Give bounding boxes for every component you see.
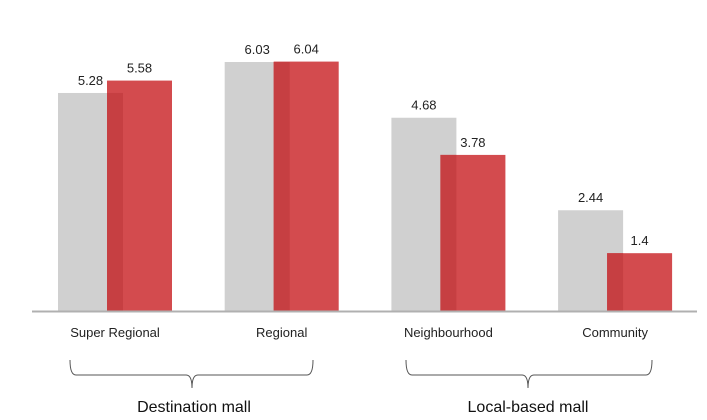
group-brace-local bbox=[405, 359, 653, 389]
data-label: 5.58 bbox=[127, 61, 152, 76]
category-label: Super Regional bbox=[70, 325, 160, 340]
data-label: 6.03 bbox=[245, 42, 270, 57]
data-label: 3.78 bbox=[460, 135, 485, 150]
category-label: Neighbourhood bbox=[404, 325, 493, 340]
group-label: Local-based mall bbox=[468, 399, 589, 416]
group-label: Destination mall bbox=[137, 399, 251, 416]
data-label: 6.04 bbox=[294, 42, 319, 57]
category-label: Regional bbox=[256, 325, 307, 340]
bar-overlap bbox=[273, 62, 290, 311]
group-brace-destination bbox=[69, 359, 314, 389]
bar-overlap bbox=[607, 253, 624, 311]
data-label: 1.4 bbox=[631, 233, 649, 248]
bar-overlap bbox=[107, 92, 123, 311]
data-label: 4.68 bbox=[411, 98, 436, 113]
data-label: 5.28 bbox=[78, 73, 103, 88]
bar-overlap bbox=[440, 154, 457, 311]
data-label: 2.44 bbox=[578, 190, 603, 205]
category-label: Community bbox=[582, 325, 648, 340]
